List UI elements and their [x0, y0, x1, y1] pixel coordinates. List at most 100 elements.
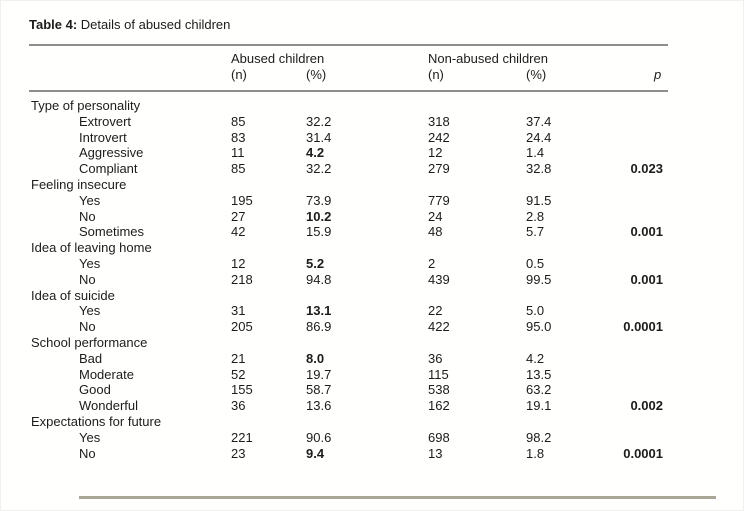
header-non-abused-pct: (%): [526, 67, 547, 82]
column-headers-row: (n) (%) (n) (%) p: [29, 67, 668, 82]
non-abused-pct-cell: 95.0: [526, 319, 552, 335]
abused-pct-cell: 5.2: [306, 255, 325, 271]
p-value-cell: [613, 303, 668, 319]
table-row: No 23 9.4 13 1.8 0.0001: [29, 446, 668, 462]
abused-pct-cell: 9.4: [306, 445, 325, 461]
non-abused-n-cell: 36: [428, 350, 443, 366]
abused-n-cell: 221: [231, 429, 253, 445]
p-value-cell: [613, 130, 668, 146]
abused-pct-cell: 86.9: [306, 319, 332, 335]
row-label: Yes: [79, 303, 101, 319]
non-abused-n-cell: 439: [428, 271, 450, 287]
p-value-cell: 0.001: [630, 224, 663, 240]
abused-pct-cell: 73.9: [306, 192, 332, 208]
p-value-cell: 0.023: [630, 161, 663, 177]
row-label: Sometimes: [79, 224, 145, 240]
header-spacer: [29, 67, 231, 82]
section-row: Feeling insecure: [29, 177, 668, 193]
p-value-cell: [613, 193, 668, 209]
section-row: Type of personality: [29, 98, 668, 114]
section-row: Expectations for future: [29, 414, 668, 430]
abused-n-cell: 218: [231, 271, 253, 287]
table-caption-text: Details of abused children: [77, 17, 231, 32]
non-abused-pct-cell: 24.4: [526, 129, 552, 145]
abused-n-cell: 27: [231, 208, 246, 224]
section-row: Idea of suicide: [29, 288, 668, 304]
row-label: Introvert: [79, 129, 127, 145]
table-caption: Table 4: Details of abused children: [29, 17, 230, 33]
section-row: Idea of leaving home: [29, 240, 668, 256]
table-row: Moderate 52 19.7 115 13.5: [29, 367, 668, 383]
table-row: No 27 10.2 24 2.8: [29, 209, 668, 225]
abused-pct-cell: 15.9: [306, 224, 332, 240]
non-abused-n-cell: 162: [428, 398, 450, 414]
row-label: No: [79, 271, 96, 287]
row-label: Good: [79, 382, 111, 398]
p-value-cell: 0.0001: [623, 445, 663, 461]
table-row: Sometimes 42 15.9 48 5.7 0.001: [29, 224, 668, 240]
abused-n-cell: 85: [231, 161, 246, 177]
abused-pct-cell: 31.4: [306, 129, 332, 145]
table-row: Yes 221 90.6 698 98.2: [29, 430, 668, 446]
non-abused-pct-cell: 37.4: [526, 113, 552, 129]
row-label: No: [79, 319, 96, 335]
table-row: Yes 195 73.9 779 91.5: [29, 193, 668, 209]
table-row: Extrovert 85 32.2 318 37.4: [29, 114, 668, 130]
top-rule-divider: [29, 44, 668, 46]
non-abused-n-cell: 12: [428, 145, 443, 161]
non-abused-n-cell: 318: [428, 113, 450, 129]
abused-n-cell: 31: [231, 303, 246, 319]
section-label: Type of personality: [31, 98, 141, 113]
p-value-cell: [613, 382, 668, 398]
table-row: Bad 21 8.0 36 4.2: [29, 351, 668, 367]
table-row: Aggressive 11 4.2 12 1.4: [29, 145, 668, 161]
abused-n-cell: 12: [231, 255, 246, 271]
table-number: Table 4:: [29, 17, 78, 32]
non-abused-n-cell: 538: [428, 382, 450, 398]
non-abused-n-cell: 24: [428, 208, 443, 224]
column-group-non-abused: Non-abused children: [428, 51, 548, 66]
p-value-cell: [613, 351, 668, 367]
row-label: No: [79, 208, 96, 224]
non-abused-n-cell: 13: [428, 445, 443, 461]
abused-pct-cell: 19.7: [306, 366, 332, 382]
abused-pct-cell: 13.6: [306, 398, 332, 414]
non-abused-pct-cell: 1.4: [526, 145, 545, 161]
non-abused-pct-cell: 4.2: [526, 350, 545, 366]
row-label: Yes: [79, 255, 101, 271]
table-body: Type of personality Extrovert 85 32.2 31…: [29, 98, 668, 461]
section-label: Idea of leaving home: [31, 240, 152, 256]
section-label: School performance: [31, 334, 148, 350]
row-label: Yes: [79, 192, 101, 208]
abused-n-cell: 36: [231, 398, 246, 414]
non-abused-n-cell: 279: [428, 161, 450, 177]
row-label: Compliant: [79, 161, 138, 177]
p-value-cell: [613, 145, 668, 161]
non-abused-n-cell: 2: [428, 255, 436, 271]
abused-n-cell: 42: [231, 224, 246, 240]
abused-pct-cell: 90.6: [306, 429, 332, 445]
abused-pct-cell: 94.8: [306, 271, 332, 287]
p-value-cell: [613, 114, 668, 130]
non-abused-n-cell: 115: [428, 366, 449, 382]
abused-n-cell: 83: [231, 129, 246, 145]
abused-n-cell: 85: [231, 113, 246, 129]
table-row: Good 155 58.7 538 63.2: [29, 382, 668, 398]
non-abused-pct-cell: 1.8: [526, 445, 545, 461]
table-row: Introvert 83 31.4 242 24.4: [29, 130, 668, 146]
row-label: Bad: [79, 350, 103, 366]
row-label: Extrovert: [79, 113, 132, 129]
table-row: Yes 12 5.2 2 0.5: [29, 256, 668, 272]
abused-n-cell: 11: [231, 145, 245, 161]
non-abused-pct-cell: 63.2: [526, 382, 552, 398]
abused-n-cell: 52: [231, 366, 246, 382]
non-abused-pct-cell: 19.1: [526, 398, 552, 414]
row-label: Aggressive: [79, 145, 144, 161]
section-row: School performance: [29, 335, 668, 351]
header-rule-divider: [29, 90, 668, 92]
abused-n-cell: 23: [231, 445, 246, 461]
non-abused-pct-cell: 99.5: [526, 271, 552, 287]
abused-pct-cell: 8.0: [306, 350, 325, 366]
header-abused-n: (n): [231, 67, 247, 82]
